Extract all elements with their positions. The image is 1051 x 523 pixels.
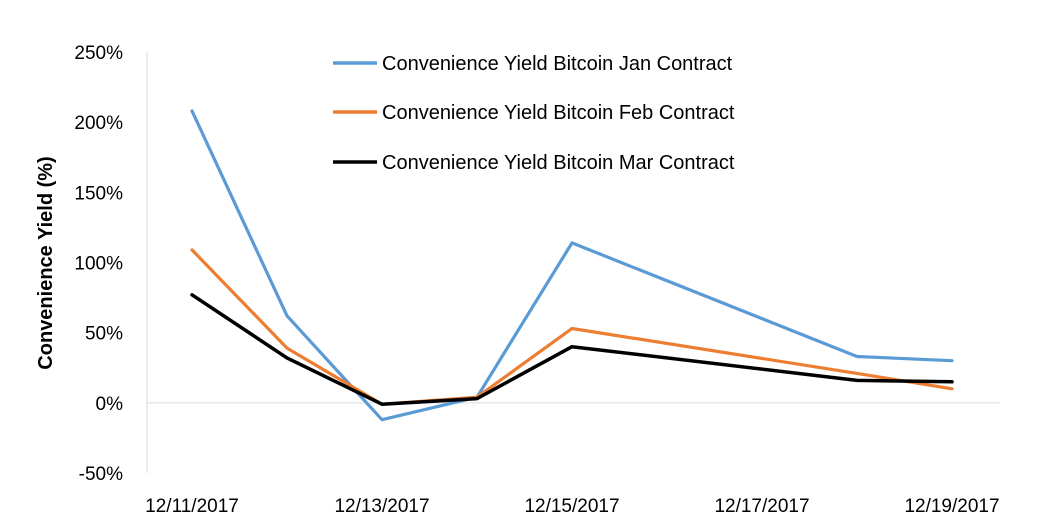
y-tick-label: 200% [74,113,123,134]
legend-label-3: Convenience Yield Bitcoin Mar Contract [382,152,735,174]
y-axis-title: Convenience Yield (%) [35,156,57,369]
y-tick-label: -50% [79,464,123,485]
x-tick-label: 12/17/2017 [714,496,809,517]
y-tick-label: 250% [74,43,123,64]
x-tick-label: 12/15/2017 [524,496,619,517]
x-tick-label: 12/13/2017 [334,496,429,517]
y-axis: 250% 200% 150% 100% 50% 0% -50% [74,43,148,485]
y-tick-label: 0% [96,394,124,415]
y-tick-label: 100% [74,254,123,275]
x-axis: 12/11/2017 12/13/2017 12/15/2017 12/17/2017… [145,402,1000,517]
y-tick-label: 150% [74,183,123,204]
legend-label-1: Convenience Yield Bitcoin Jan Contract [382,53,733,75]
series-line-2 [190,248,954,406]
series-line-3 [190,293,954,406]
legend-label-2: Convenience Yield Bitcoin Feb Contract [382,102,735,124]
legend: Convenience Yield Bitcoin Jan Contract Co… [333,53,735,174]
x-tick-label: 12/19/2017 [904,496,999,517]
series-layer [190,109,954,422]
y-tick-label: 50% [85,324,123,345]
x-tick-label: 12/11/2017 [145,496,239,517]
